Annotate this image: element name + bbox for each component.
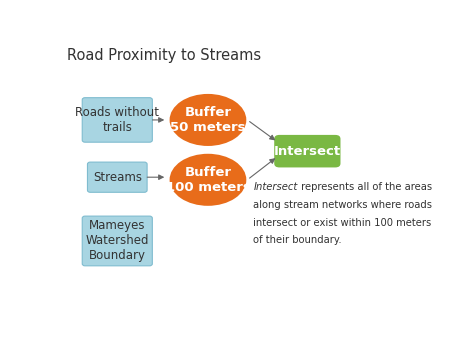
Text: Buffer
100 meters: Buffer 100 meters xyxy=(166,166,250,194)
Text: represents all of the areas: represents all of the areas xyxy=(297,183,432,192)
Text: Buffer
50 meters: Buffer 50 meters xyxy=(170,106,246,134)
Text: along stream networks where roads: along stream networks where roads xyxy=(253,200,432,210)
FancyBboxPatch shape xyxy=(82,98,153,142)
Text: Intersect: Intersect xyxy=(253,183,297,192)
FancyBboxPatch shape xyxy=(274,135,341,167)
Ellipse shape xyxy=(170,154,246,206)
Text: Roads without
trails: Roads without trails xyxy=(75,106,159,134)
Text: of their boundary.: of their boundary. xyxy=(253,236,342,245)
Text: intersect or exist within 100 meters: intersect or exist within 100 meters xyxy=(253,218,432,228)
Text: Mameyes
Watershed
Boundary: Mameyes Watershed Boundary xyxy=(86,219,149,263)
Text: Intersect: Intersect xyxy=(274,145,341,158)
FancyBboxPatch shape xyxy=(87,162,147,192)
Ellipse shape xyxy=(170,94,246,146)
FancyBboxPatch shape xyxy=(82,216,153,266)
Text: Road Proximity to Streams: Road Proximity to Streams xyxy=(67,48,261,63)
Text: Streams: Streams xyxy=(93,171,142,184)
